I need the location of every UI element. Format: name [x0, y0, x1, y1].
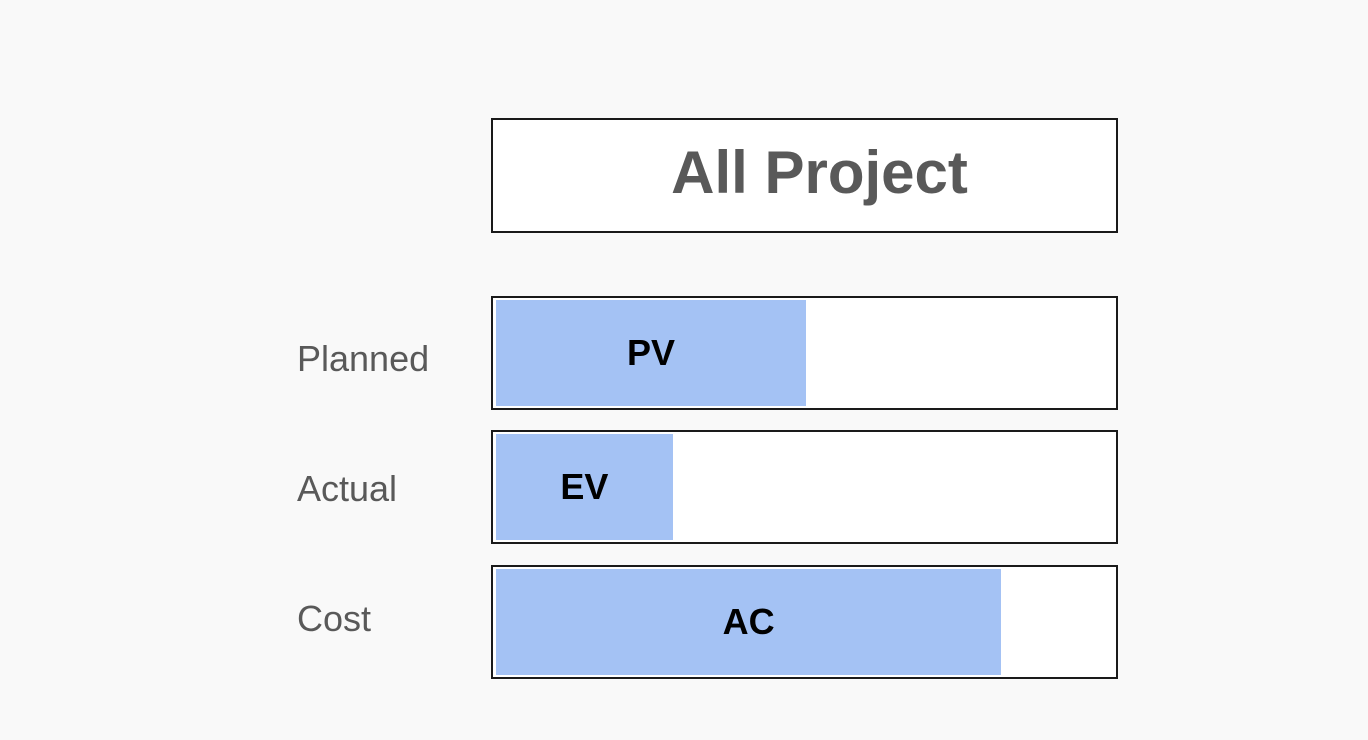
bar-label-ac: AC	[722, 601, 775, 642]
bar-planned: PV	[491, 296, 1118, 410]
row-label-planned: Planned	[297, 338, 430, 379]
bar-fill-ev: EV	[496, 434, 673, 540]
bar-fill-pv: PV	[496, 300, 806, 406]
bar-cost: AC	[491, 565, 1118, 679]
title-box: All Project	[491, 118, 1118, 233]
row-label-actual: Actual	[297, 468, 398, 509]
bar-fill-ac: AC	[496, 569, 1002, 675]
bar-label-pv: PV	[626, 332, 676, 373]
row-label-cost: Cost	[297, 598, 372, 639]
bar-actual: EV	[491, 430, 1118, 544]
title: All Project	[671, 139, 968, 206]
bar-label-ev: EV	[560, 466, 609, 507]
